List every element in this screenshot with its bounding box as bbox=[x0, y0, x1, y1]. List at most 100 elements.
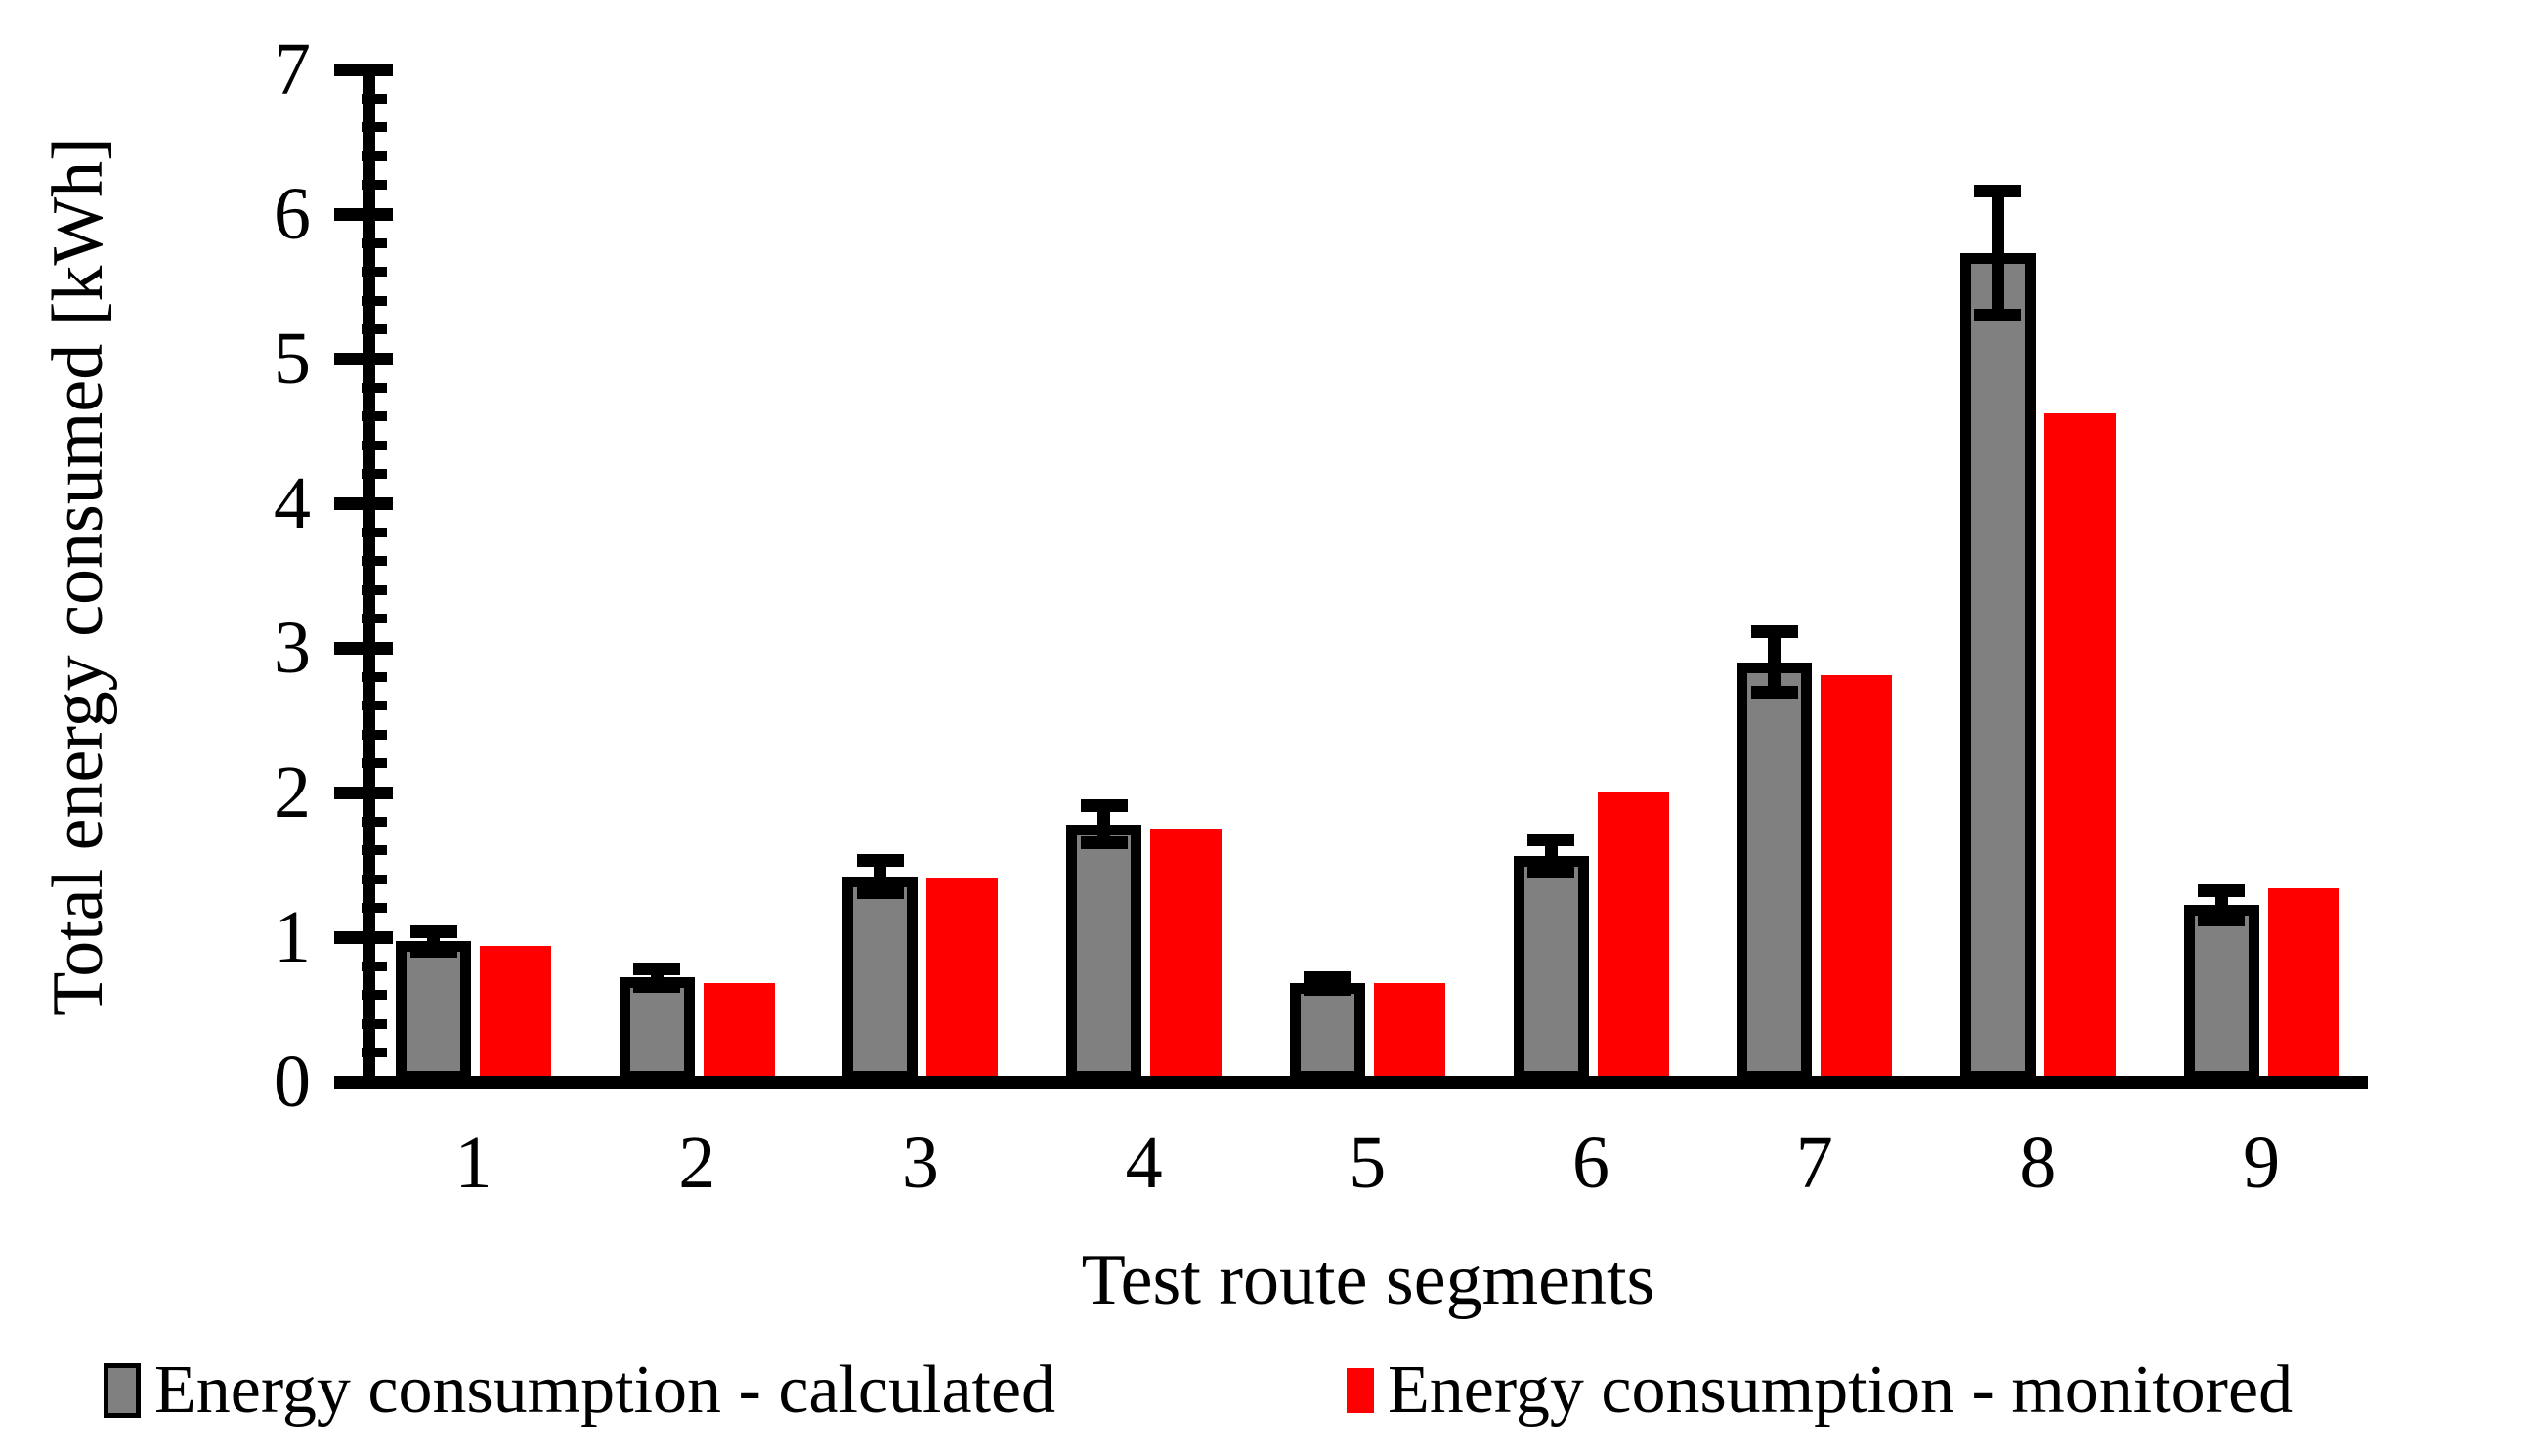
legend-swatch-monitored bbox=[1347, 1368, 1374, 1413]
bar-calculated-1 bbox=[396, 941, 471, 1082]
y-tick-label-2: 2 bbox=[274, 751, 311, 834]
x-tick-label-2: 2 bbox=[678, 1122, 716, 1204]
legend-label-calculated: Energy consumption - calculated bbox=[154, 1352, 1056, 1428]
error-bar-stem-7 bbox=[1768, 631, 1781, 693]
error-bar-cap-top-1 bbox=[409, 924, 457, 938]
y-minor-tick-5.4 bbox=[362, 295, 387, 306]
error-bar-stem-9 bbox=[2214, 890, 2228, 921]
y-major-tick-2 bbox=[334, 786, 393, 799]
y-major-tick-5 bbox=[334, 352, 393, 365]
error-bar-cap-top-7 bbox=[1750, 625, 1798, 639]
y-tick-label-0: 0 bbox=[274, 1041, 311, 1123]
y-minor-tick-1.4 bbox=[362, 874, 387, 884]
y-minor-tick-5.6 bbox=[362, 267, 387, 278]
y-minor-tick-3.2 bbox=[362, 614, 387, 624]
error-bar-stem-3 bbox=[874, 860, 887, 893]
x-tick-label-1: 1 bbox=[454, 1122, 493, 1204]
y-minor-tick-6.8 bbox=[362, 93, 387, 104]
bar-monitored-9 bbox=[2267, 887, 2339, 1082]
bar-calculated-2 bbox=[619, 977, 695, 1082]
bar-monitored-3 bbox=[926, 878, 999, 1082]
y-major-tick-3 bbox=[334, 641, 393, 655]
error-bar-cap-top-6 bbox=[1527, 834, 1574, 847]
y-minor-tick-0.2 bbox=[362, 1048, 387, 1058]
y-minor-tick-6.6 bbox=[362, 122, 387, 133]
bar-calculated-3 bbox=[842, 876, 919, 1082]
bar-monitored-5 bbox=[1373, 983, 1445, 1082]
legend-item-calculated: Energy consumption - calculated bbox=[104, 1347, 1055, 1435]
error-bar-cap-top-5 bbox=[1304, 970, 1352, 984]
bar-calculated-4 bbox=[1066, 824, 1142, 1082]
bar-monitored-1 bbox=[480, 945, 551, 1082]
bar-monitored-6 bbox=[1597, 791, 1669, 1082]
error-bar-cap-bottom-1 bbox=[409, 945, 457, 959]
error-bar-cap-bottom-8 bbox=[1974, 309, 2022, 322]
error-bar-cap-top-2 bbox=[633, 963, 681, 976]
error-bar-cap-bottom-7 bbox=[1750, 686, 1798, 700]
y-minor-tick-1.2 bbox=[362, 903, 387, 914]
y-tick-label-4: 4 bbox=[274, 462, 311, 544]
y-major-tick-1 bbox=[334, 930, 393, 944]
error-bar-cap-bottom-3 bbox=[856, 885, 904, 899]
x-tick-label-5: 5 bbox=[1349, 1122, 1387, 1204]
y-minor-tick-6.4 bbox=[362, 150, 387, 161]
x-tick-label-6: 6 bbox=[1572, 1122, 1609, 1204]
y-minor-tick-2.8 bbox=[362, 671, 387, 682]
y-tick-label-5: 5 bbox=[274, 318, 311, 400]
y-minor-tick-4.4 bbox=[362, 440, 387, 450]
y-tick-label-7: 7 bbox=[274, 28, 311, 110]
y-major-tick-0 bbox=[334, 1075, 393, 1089]
y-major-tick-4 bbox=[334, 496, 393, 510]
error-bar-cap-top-8 bbox=[1974, 184, 2022, 197]
bar-calculated-8 bbox=[1959, 252, 2036, 1082]
bar-monitored-8 bbox=[2043, 413, 2116, 1082]
x-tick-label-4: 4 bbox=[1125, 1122, 1163, 1204]
bar-calculated-7 bbox=[1737, 662, 1813, 1082]
legend-label-monitored: Energy consumption - monitored bbox=[1388, 1352, 2294, 1428]
y-minor-tick-2.4 bbox=[362, 729, 387, 740]
x-axis-title: Test route segments bbox=[1081, 1240, 1655, 1320]
error-bar-cap-top-4 bbox=[1080, 798, 1128, 812]
y-minor-tick-5.8 bbox=[362, 237, 387, 248]
legend-swatch-calculated bbox=[104, 1363, 141, 1418]
y-axis-title: Total energy consumed [kWh] bbox=[38, 137, 118, 1016]
y-minor-tick-0.8 bbox=[362, 961, 387, 971]
bar-calculated-5 bbox=[1289, 983, 1365, 1082]
error-bar-stem-4 bbox=[1097, 805, 1111, 843]
error-bar-cap-top-9 bbox=[2198, 884, 2246, 898]
y-major-tick-6 bbox=[334, 207, 393, 221]
error-bar-stem-6 bbox=[1544, 839, 1558, 873]
y-minor-tick-4.8 bbox=[362, 382, 387, 393]
y-minor-tick-2.6 bbox=[362, 701, 387, 711]
y-minor-tick-3.8 bbox=[362, 527, 387, 537]
error-bar-cap-top-3 bbox=[856, 854, 904, 868]
y-minor-tick-4.6 bbox=[362, 411, 387, 422]
y-minor-tick-2.2 bbox=[362, 758, 387, 769]
bar-calculated-6 bbox=[1513, 856, 1589, 1082]
bar-monitored-7 bbox=[1821, 675, 1893, 1082]
y-minor-tick-4.2 bbox=[362, 469, 387, 480]
error-bar-cap-bottom-9 bbox=[2198, 913, 2246, 926]
error-bar-stem-8 bbox=[1991, 191, 2004, 316]
x-tick-label-9: 9 bbox=[2243, 1122, 2281, 1204]
y-minor-tick-6.2 bbox=[362, 180, 387, 191]
y-tick-label-1: 1 bbox=[274, 896, 311, 978]
y-tick-label-3: 3 bbox=[274, 607, 311, 689]
bar-calculated-9 bbox=[2183, 905, 2259, 1082]
y-tick-label-6: 6 bbox=[274, 173, 311, 255]
y-minor-tick-1.6 bbox=[362, 845, 387, 856]
y-minor-tick-3.4 bbox=[362, 584, 387, 595]
error-bar-cap-bottom-5 bbox=[1304, 982, 1352, 996]
y-minor-tick-3.6 bbox=[362, 556, 387, 567]
y-minor-tick-5.2 bbox=[362, 324, 387, 335]
error-bar-cap-bottom-6 bbox=[1527, 865, 1574, 878]
legend-item-monitored: Energy consumption - monitored bbox=[1347, 1347, 2293, 1435]
x-axis-line bbox=[334, 1076, 2368, 1089]
y-axis-line bbox=[363, 64, 375, 1089]
x-tick-label-8: 8 bbox=[2019, 1122, 2057, 1204]
error-bar-cap-bottom-2 bbox=[633, 979, 681, 993]
x-tick-label-7: 7 bbox=[1795, 1122, 1833, 1204]
y-minor-tick-0.6 bbox=[362, 990, 387, 1001]
error-bar-cap-bottom-4 bbox=[1080, 836, 1128, 850]
